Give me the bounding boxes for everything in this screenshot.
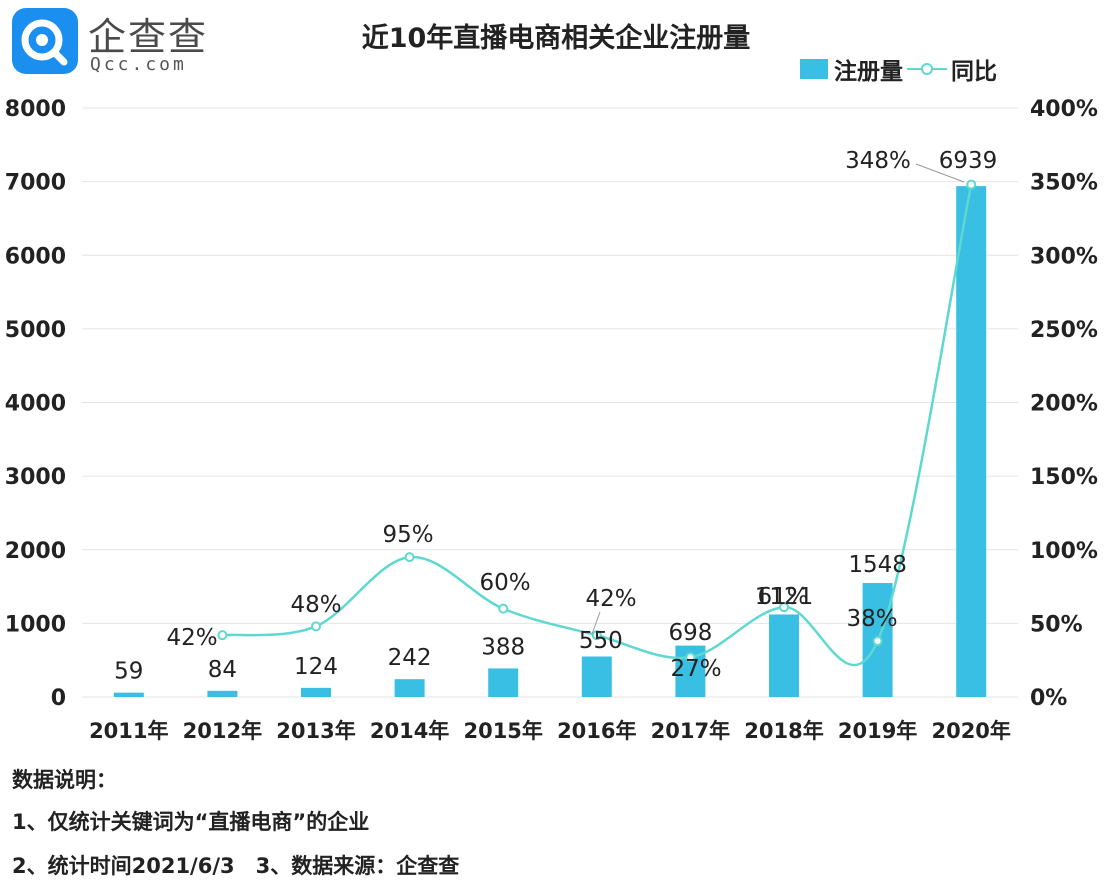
qcc-logo-icon (12, 8, 78, 74)
bar-value-label: 1121 (755, 584, 814, 610)
bar-value-label: 388 (481, 634, 525, 660)
bar (207, 690, 238, 697)
bar (113, 692, 144, 697)
right-axis-tick-label: 50% (1030, 612, 1083, 637)
line-value-label: 48% (290, 592, 341, 618)
right-axis-tick-label: 150% (1030, 465, 1098, 490)
data-notes: 数据说明： 1、仅统计关键词为“直播电商”的企业 2、统计时间2021/6/3 … (12, 760, 459, 888)
left-axis-tick-label: 6000 (5, 244, 66, 269)
left-axis-tick-label: 3000 (5, 465, 66, 490)
line-value-label: 61% (757, 584, 808, 610)
right-axis-tick-label: 400% (1030, 97, 1098, 122)
line-value-label: 42% (166, 625, 217, 651)
chart-title: 近10年直播电商相关企业注册量 (361, 23, 751, 54)
legend-bar-label: 注册量 (834, 59, 903, 85)
bar (956, 186, 987, 697)
bar-value-label: 242 (388, 645, 432, 671)
leader-line (915, 163, 965, 183)
x-axis-tick-label: 2017年 (651, 719, 730, 743)
right-axis-tick-label: 200% (1030, 392, 1098, 417)
bar (488, 668, 519, 697)
right-axis-tick-label: 300% (1030, 244, 1098, 269)
yoy-point (685, 652, 696, 663)
x-axis-tick-label: 2012年 (183, 719, 262, 743)
bar-value-label: 550 (579, 628, 623, 654)
x-axis-tick-label: 2020年 (931, 719, 1010, 743)
yoy-point (591, 630, 602, 641)
bar-value-label: 1548 (848, 552, 907, 578)
line-value-label: 95% (382, 522, 433, 548)
bar-value-label: 698 (668, 620, 712, 646)
left-axis-tick-label: 2000 (5, 539, 66, 564)
x-axis-tick-label: 2011年 (89, 719, 168, 743)
bar-value-label: 6939 (939, 148, 998, 174)
x-axis-tick-label: 2018年 (744, 719, 823, 743)
left-axis-tick-label: 1000 (5, 612, 66, 637)
line-value-label: 27% (670, 656, 721, 682)
x-axis-tick-label: 2014年 (370, 719, 449, 743)
combo-chart: 0 1000 2000 3000 4000 5000 6000 7000 8000 0% 50% 10… (5, 97, 1098, 743)
left-axis-tick-label: 0 (51, 686, 66, 711)
yoy-point (966, 179, 977, 190)
notes-heading: 数据说明： (12, 768, 117, 792)
bar-value-label: 59 (114, 659, 143, 685)
logo-text-cn: 企查查 (88, 15, 209, 59)
yoy-point (872, 636, 883, 647)
legend-line-label: 同比 (951, 59, 997, 85)
left-axis-tick-label: 5000 (5, 318, 66, 343)
bar (394, 679, 425, 697)
x-axis-tick-label: 2015年 (463, 719, 542, 743)
line-value-label: 348% (845, 148, 911, 174)
right-axis-tick-label: 0% (1030, 686, 1067, 711)
left-axis-tick-label: 4000 (5, 392, 66, 417)
legend-line-swatch (907, 63, 947, 75)
notes-line-2: 2、统计时间2021/6/3 3、数据来源：企查查 (12, 854, 460, 878)
yoy-point (779, 602, 789, 613)
yoy-line (222, 184, 973, 667)
x-axis-tick-label: 2016年 (557, 719, 636, 743)
yoy-point (311, 621, 321, 632)
legend-bar-swatch (800, 59, 828, 79)
x-axis-tick-label: 2019年 (838, 719, 917, 743)
yoy-point (217, 630, 228, 641)
x-axis-tick-label: 2013年 (276, 719, 355, 743)
leader-line (591, 611, 601, 635)
bar (301, 687, 331, 697)
notes-line-1: 1、仅统计关键词为“直播电商”的企业 (12, 810, 370, 834)
left-axis-tick-label: 8000 (5, 97, 66, 122)
line-value-label: 42% (585, 586, 636, 612)
line-value-label: 60% (479, 570, 530, 596)
bar-value-label: 84 (208, 657, 237, 683)
right-axis-tick-label: 350% (1030, 171, 1098, 196)
brand-logo: 企查查 Qcc.com (12, 8, 212, 78)
chart-legend: 注册量 同比 (800, 54, 997, 85)
logo-text-en: Qcc.com (90, 54, 187, 75)
yoy-point (404, 552, 415, 563)
bar (769, 614, 799, 697)
yoy-point (498, 603, 509, 614)
bar (581, 656, 612, 697)
right-axis-tick-label: 250% (1030, 318, 1098, 343)
bar-value-label: 124 (294, 654, 338, 680)
line-value-label: 38% (846, 606, 897, 632)
left-axis-tick-label: 7000 (5, 171, 66, 196)
right-axis-tick-label: 100% (1030, 539, 1098, 564)
